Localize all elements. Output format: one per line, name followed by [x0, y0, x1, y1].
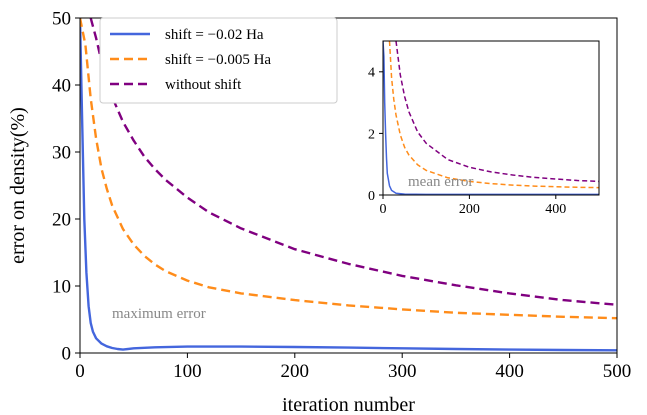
- main-x-tick-label-1: 100: [173, 361, 202, 382]
- legend-label-1: shift = −0.005 Ha: [165, 52, 271, 68]
- main-series-line-2: [89, 18, 617, 306]
- main-x-tick-label-2: 200: [281, 361, 310, 382]
- main-y-tick-label-1: 10: [52, 277, 71, 298]
- inset-x-tick-label-2: 400: [545, 202, 566, 217]
- main-x-tick-label-3: 300: [388, 361, 417, 382]
- main-y-tick-label-5: 50: [52, 9, 71, 30]
- inset-series-line-2: [395, 41, 599, 183]
- inset-annotation: mean error: [408, 174, 473, 190]
- inset-background: [383, 41, 599, 195]
- legend-label-2: without shift: [165, 77, 242, 93]
- legend-box: [99, 17, 338, 104]
- main-x-tick-label-0: 0: [75, 361, 85, 382]
- main-series-group: [80, 18, 617, 352]
- inset-y-tick-label-1: 2: [368, 127, 375, 142]
- main-y-tick-label-3: 30: [52, 143, 71, 164]
- main-x-tick-label-5: 500: [603, 361, 632, 382]
- main-y-tick-label-0: 0: [62, 344, 72, 365]
- main-y-tick-label-2: 20: [52, 210, 71, 231]
- main-y-tick-label-4: 40: [52, 76, 71, 97]
- inset-plot: 0 200 400 0 2 4 mean error: [368, 40, 600, 217]
- inset-series-line-1: [388, 41, 599, 189]
- main-x-tick-label-4: 400: [495, 361, 524, 382]
- y-axis-title: error on density(%): [7, 107, 29, 264]
- inset-x-tick-label-1: 200: [459, 202, 480, 217]
- inset-series-line-0: [383, 41, 599, 195]
- inset-x-tick-label-0: 0: [380, 202, 387, 217]
- main-series-line-1: [80, 18, 617, 320]
- main-series-line-0: [80, 18, 617, 352]
- legend-label-0: shift = −0.02 Ha: [165, 27, 264, 43]
- legend: shift = −0.02 Ha shift = −0.005 Ha without…: [99, 17, 338, 104]
- inset-y-tick-label-0: 0: [368, 189, 375, 204]
- x-axis-title: iteration number: [282, 394, 415, 415]
- inset-series-group: [383, 41, 599, 195]
- inset-y-tick-label-2: 4: [368, 66, 375, 81]
- inset-frame: [382, 40, 600, 196]
- main-frame: [79, 17, 618, 354]
- main-annotation: maximum error: [112, 306, 206, 322]
